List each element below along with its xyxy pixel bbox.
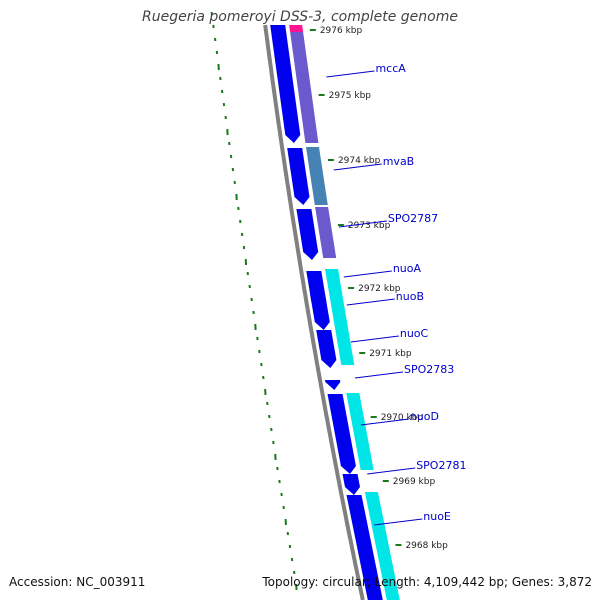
cds-feature xyxy=(340,355,355,365)
gene-leader-line xyxy=(326,71,374,77)
kbp-tick-label: 2973 kbp xyxy=(348,221,391,231)
kbp-tick-label: 2969 kbp xyxy=(393,477,436,487)
kbp-tick-label: 2972 kbp xyxy=(358,284,401,294)
gene-label: SPO2781 xyxy=(416,459,466,472)
gene-label: mccA xyxy=(375,62,406,75)
gene-label: SPO2787 xyxy=(388,212,438,225)
gene-label: nuoB xyxy=(396,290,424,303)
gene-label: SPO2783 xyxy=(404,363,454,376)
forward-cds xyxy=(316,330,336,368)
gene-leader-line xyxy=(351,336,399,342)
forward-cds xyxy=(310,293,330,330)
kbp-tick-label: 2968 kbp xyxy=(405,541,448,551)
kbp-tick-label: 2971 kbp xyxy=(369,349,412,359)
gene-leader-line xyxy=(347,299,395,305)
gene-leader-line xyxy=(355,372,403,378)
forward-strand-track xyxy=(270,25,383,600)
cds-feature xyxy=(315,207,336,258)
gene-leader-line xyxy=(367,468,415,474)
kbp-tick-label: 2975 kbp xyxy=(329,91,372,101)
forward-cds xyxy=(325,380,340,390)
gene-label: nuoD xyxy=(410,410,439,423)
genome-summary: Topology: circular; Length: 4,109,442 bp… xyxy=(262,575,592,589)
kbp-tick-label: 2976 kbp xyxy=(320,26,363,36)
map-title: Ruegeria pomeroyi DSS-3, complete genome xyxy=(0,9,600,25)
gene-label: nuoA xyxy=(393,262,422,275)
accession-label: Accession: NC_003911 xyxy=(9,575,145,589)
gene-leader-line xyxy=(344,271,392,277)
gene-label: nuoE xyxy=(423,510,451,523)
gene-label: nuoC xyxy=(400,327,429,340)
rna-feature xyxy=(289,25,303,32)
gene-label: mvaB xyxy=(383,155,415,168)
forward-cds xyxy=(343,474,361,495)
